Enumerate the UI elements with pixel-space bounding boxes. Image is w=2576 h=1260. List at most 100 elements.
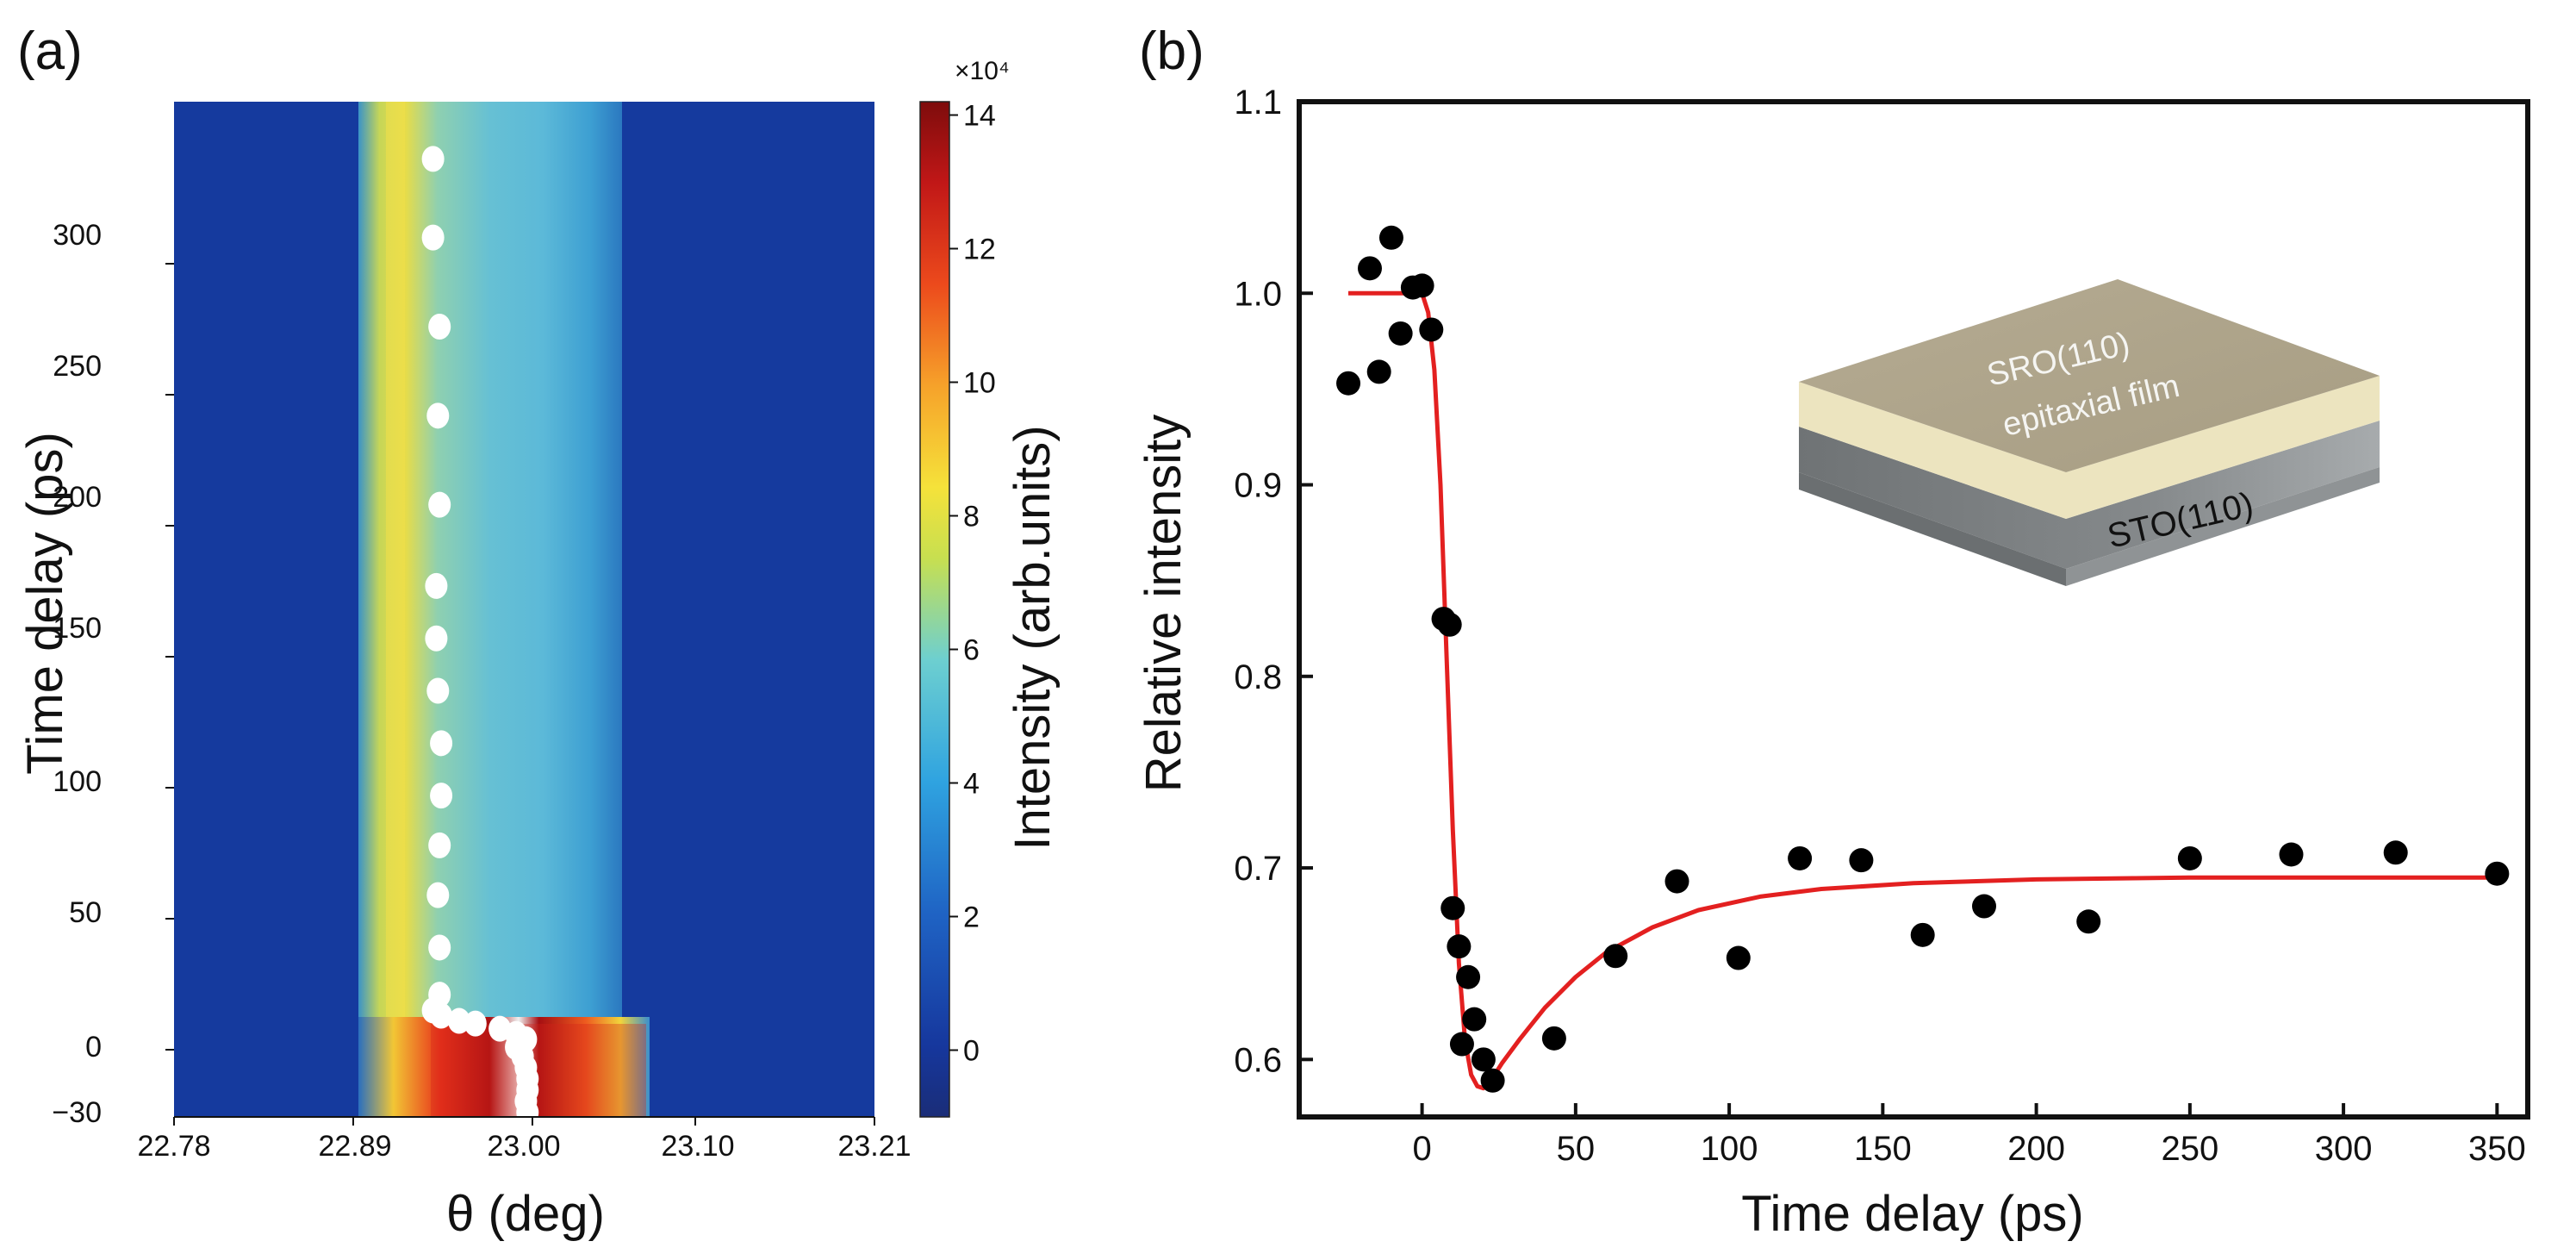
- data-point-4: [1388, 321, 1413, 346]
- data-point-15: [1471, 1047, 1496, 1072]
- heatmap-ytick-minus30: −30: [52, 1096, 102, 1129]
- fit-line: [1348, 290, 2498, 1091]
- plot-frame: [1297, 99, 2530, 1120]
- scatter-xtick-350: 350: [2468, 1130, 2526, 1168]
- peak-marker-1: [421, 224, 445, 251]
- film-top: [1799, 279, 2380, 472]
- scatter-xtick-100: 100: [1701, 1130, 1758, 1168]
- colorbar-tick-14: 14: [963, 100, 996, 133]
- data-point-29: [2485, 861, 2510, 886]
- data-point-11: [1447, 934, 1472, 959]
- data-point-18: [1603, 944, 1628, 969]
- film-side: [1799, 376, 2380, 519]
- scatter-xtick-300: 300: [2315, 1130, 2373, 1168]
- data-point-21: [1788, 845, 1813, 870]
- colorbar-ticks: 0 2 4 6 8 10 12 14: [949, 100, 996, 1068]
- colorbar-tick-10: 10: [963, 367, 996, 400]
- data-point-19: [1664, 869, 1689, 894]
- peak-marker-9: [430, 783, 453, 809]
- heatmap-ytick-300: 300: [53, 219, 102, 252]
- peak-marker-7: [426, 677, 450, 704]
- heatmap-axes: [165, 263, 875, 1126]
- data-point-10: [1440, 895, 1465, 920]
- heatmap-peak-markers: [421, 146, 539, 1126]
- heatmap-ytick-0: 0: [85, 1031, 102, 1064]
- panel-b-label: (b): [1139, 22, 1204, 81]
- data-point-27: [2279, 842, 2304, 867]
- heatmap-ylabel: Time delay (ps): [17, 432, 73, 775]
- colorbar-tick-0: 0: [963, 1035, 980, 1068]
- data-point-6: [1409, 273, 1434, 298]
- heatmap-ytick-200: 200: [53, 481, 102, 514]
- heatmap-xtick-1: 22.78: [137, 1130, 210, 1163]
- data-point-13: [1456, 964, 1481, 989]
- peak-marker-5: [425, 572, 448, 599]
- hot-region-core: [431, 1024, 646, 1117]
- substrate-block: [1799, 421, 2380, 569]
- scatter-ytick-0.8: 0.8: [1234, 658, 1282, 696]
- scatter-xtick-150: 150: [1854, 1130, 1912, 1168]
- heatmap-xtick-4: 23.10: [661, 1130, 734, 1163]
- substrate-edge-right: [2066, 467, 2380, 586]
- heatmap-xlabel: θ (deg): [446, 1186, 605, 1242]
- scatter-xtick-0: 0: [1412, 1130, 1431, 1168]
- heatmap: [174, 102, 874, 1117]
- data-point-25: [2076, 909, 2101, 934]
- scatter-xtick-200: 200: [2007, 1130, 2065, 1168]
- data-point-24: [1971, 894, 1996, 919]
- scatter-points: [1336, 225, 2510, 1093]
- scatter-ytick-0.9: 0.9: [1234, 467, 1282, 505]
- heatmap-ytick-50: 50: [69, 896, 102, 929]
- band-highlight: [386, 102, 405, 1024]
- data-point-2: [1366, 359, 1391, 384]
- data-point-7: [1419, 317, 1444, 342]
- colorbar-tick-2: 2: [963, 901, 980, 934]
- data-point-23: [1910, 922, 1935, 947]
- scatter-ytick-1.1: 1.1: [1234, 84, 1282, 122]
- data-point-17: [1541, 1026, 1566, 1051]
- data-point-9: [1437, 612, 1462, 637]
- peak-marker-27: [516, 1099, 539, 1126]
- scatter-xlabel: Time delay (ps): [1741, 1186, 2084, 1242]
- data-point-26: [2177, 845, 2202, 870]
- scatter-ylabel: Relative intensity: [1136, 415, 1192, 792]
- scatter-ytick-0.7: 0.7: [1234, 850, 1282, 888]
- heatmap-xtick-3: 23.00: [487, 1130, 560, 1163]
- peak-marker-12: [428, 934, 451, 961]
- data-point-20: [1726, 945, 1751, 970]
- peak-marker-11: [426, 882, 450, 908]
- peak-marker-4: [428, 491, 451, 518]
- colorbar-multiplier: ×10⁴: [955, 57, 1010, 85]
- heatmap-ytick-100: 100: [53, 765, 102, 798]
- colorbar-tick-4: 4: [963, 768, 980, 801]
- colorbar-tick-6: 6: [963, 634, 980, 667]
- peak-marker-8: [430, 730, 453, 757]
- data-point-1: [1357, 256, 1382, 281]
- peak-marker-10: [428, 832, 451, 858]
- peak-marker-17: [464, 1010, 487, 1037]
- substrate-edge: [1799, 472, 2066, 586]
- peak-marker-0: [421, 146, 445, 172]
- data-point-0: [1336, 371, 1361, 396]
- data-point-28: [2383, 840, 2408, 865]
- scatter-ticks: 0 50 100 150 200 250 300 350 0.6 0.7 0.8 0.9 1.0 1.1: [1234, 84, 2525, 1168]
- colorbar-tick-12: 12: [963, 234, 996, 266]
- heatmap-ytick-150: 150: [53, 612, 102, 645]
- data-point-22: [1849, 848, 1874, 873]
- heatmap-xtick-2: 22.89: [318, 1130, 391, 1163]
- peak-marker-3: [426, 402, 450, 429]
- scatter-ytick-0.6: 0.6: [1234, 1041, 1282, 1079]
- colorbar-tick-8: 8: [963, 501, 980, 533]
- peak-marker-6: [425, 625, 448, 652]
- scatter-xtick-50: 50: [1557, 1130, 1596, 1168]
- peak-marker-15: [430, 1002, 453, 1029]
- heatmap-xtick-5: 23.21: [837, 1130, 911, 1163]
- panel-a-label: (a): [17, 22, 83, 81]
- peak-marker-2: [428, 313, 451, 340]
- data-point-12: [1449, 1032, 1474, 1057]
- colorbar: [919, 101, 950, 1118]
- data-point-14: [1462, 1007, 1487, 1032]
- sample-inset: SRO(110) epitaxial film STO(110): [1799, 279, 2380, 586]
- scatter-ytick-1.0: 1.0: [1234, 275, 1282, 313]
